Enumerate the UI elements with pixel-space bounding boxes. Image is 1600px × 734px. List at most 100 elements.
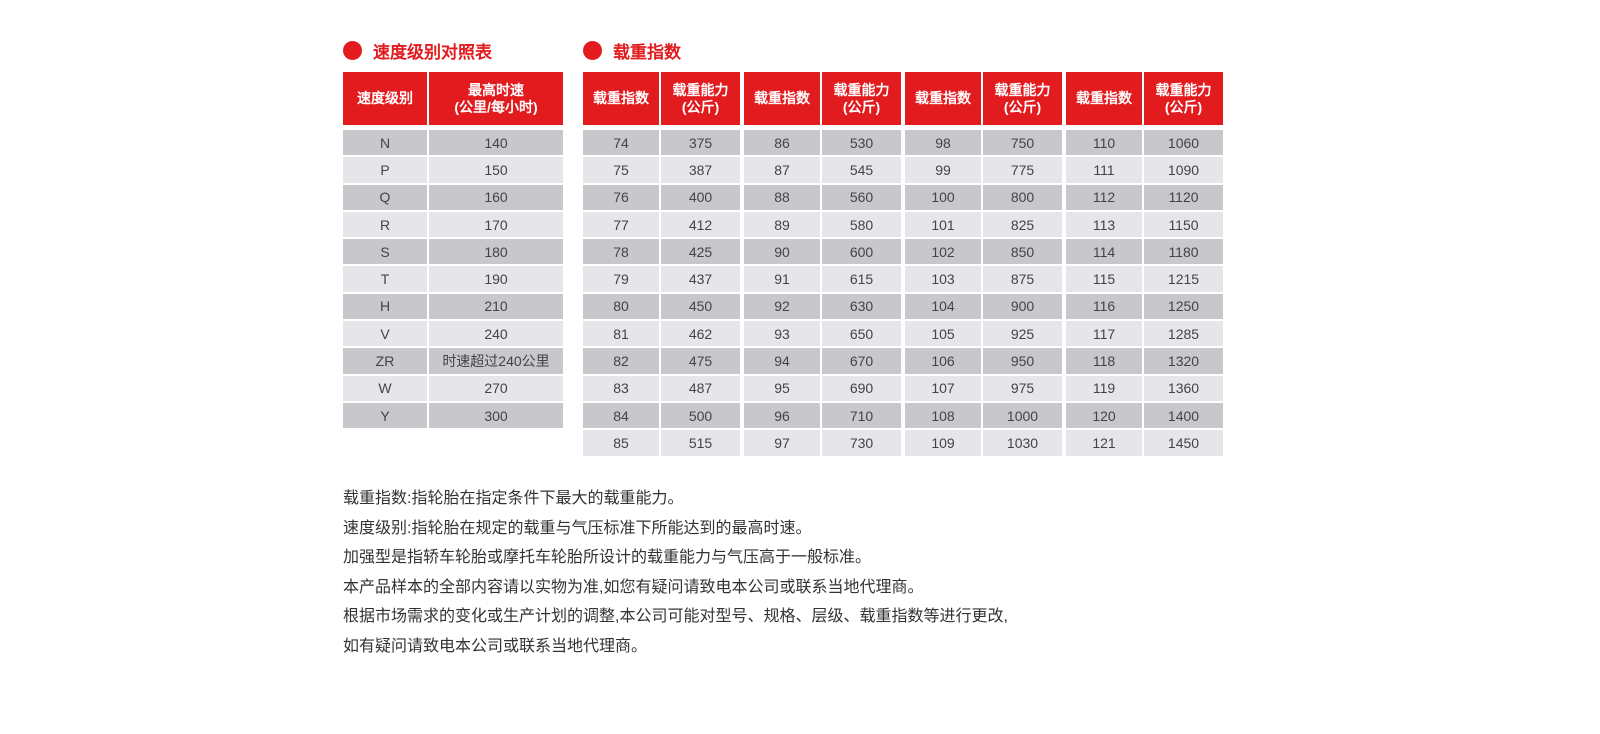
table-row: 93 650	[744, 321, 901, 347]
value-cell: 950	[983, 348, 1062, 374]
value-cell: 1400	[1144, 402, 1223, 429]
key-cell: 119	[1066, 375, 1142, 401]
key-cell: 80	[583, 293, 659, 320]
red-dot-icon	[583, 41, 602, 60]
value-cell: 710	[822, 402, 901, 429]
table-row: 87 545	[744, 157, 901, 183]
notes: 载重指数:指轮胎在指定条件下最大的载重能力。 速度级别:指轮胎在规定的载重与气压…	[343, 484, 1008, 661]
value-cell: 400	[661, 184, 740, 210]
table-row: 107 975	[905, 375, 1062, 401]
table-row: 112 1120	[1066, 184, 1223, 210]
table-row: 106 950	[905, 348, 1062, 374]
table-row: 78 425	[583, 239, 740, 265]
key-cell: T	[343, 266, 427, 292]
key-cell: 86	[744, 130, 820, 156]
load-index-table: 载重指数 载重能力 (公斤) 110 1060 111 1090 112 1120 113 1150…	[1064, 70, 1225, 458]
value-cell: 375	[661, 130, 740, 156]
value-cell: 1360	[1144, 375, 1223, 401]
value-cell: 750	[983, 130, 1062, 156]
value-cell: 515	[661, 430, 740, 456]
value-cell: 412	[661, 211, 740, 238]
key-cell: 105	[905, 321, 981, 347]
value-cell: 1060	[1144, 130, 1223, 156]
header-load-capacity: 载重能力 (公斤)	[983, 72, 1062, 125]
key-cell: 99	[905, 157, 981, 183]
table-row: 101 825	[905, 211, 1062, 238]
key-cell: 118	[1066, 348, 1142, 374]
key-cell: 100	[905, 184, 981, 210]
value-cell: 1250	[1144, 293, 1223, 320]
key-cell: N	[343, 130, 427, 156]
key-cell: Y	[343, 402, 427, 429]
table-row: 96 710	[744, 402, 901, 429]
table-row: 116 1250	[1066, 293, 1223, 320]
note-line: 速度级别:指轮胎在规定的载重与气压标准下所能达到的最高时速。	[343, 519, 812, 537]
key-cell: 77	[583, 211, 659, 238]
table-row: H 210	[343, 293, 563, 320]
note-line: 如有疑问请致电本公司或联系当地代理商。	[343, 637, 648, 655]
speed-rating-table: 速度级别 最高时速 (公里/每小时) N 140 P 150 Q 160 R 170 S 180 T 1…	[341, 70, 565, 430]
value-cell: 462	[661, 321, 740, 347]
header-load-capacity: 载重能力 (公斤)	[661, 72, 740, 125]
value-cell: 1000	[983, 402, 1062, 429]
value-cell: 387	[661, 157, 740, 183]
value-cell: 140	[429, 130, 563, 156]
value-cell: 850	[983, 239, 1062, 265]
table-row: 104 900	[905, 293, 1062, 320]
key-cell: 109	[905, 430, 981, 456]
key-cell: 88	[744, 184, 820, 210]
table-row: 117 1285	[1066, 321, 1223, 347]
table-row: 90 600	[744, 239, 901, 265]
value-cell: 775	[983, 157, 1062, 183]
table-row: 113 1150	[1066, 211, 1223, 238]
key-cell: H	[343, 293, 427, 320]
key-cell: V	[343, 321, 427, 347]
value-cell: 1285	[1144, 321, 1223, 347]
key-cell: 116	[1066, 293, 1142, 320]
value-cell: 180	[429, 239, 563, 265]
value-cell: 190	[429, 266, 563, 292]
value-cell: 时速超过240公里	[429, 348, 563, 374]
key-cell: 83	[583, 375, 659, 401]
value-cell: 240	[429, 321, 563, 347]
table-row: ZR 时速超过240公里	[343, 348, 563, 374]
value-cell: 875	[983, 266, 1062, 292]
key-cell: 101	[905, 211, 981, 238]
key-cell: 115	[1066, 266, 1142, 292]
value-cell: 730	[822, 430, 901, 456]
table-row: 83 487	[583, 375, 740, 401]
value-cell: 670	[822, 348, 901, 374]
header-speed-rating: 速度级别	[343, 72, 427, 125]
key-cell: 76	[583, 184, 659, 210]
value-cell: 530	[822, 130, 901, 156]
table-row: 79 437	[583, 266, 740, 292]
key-cell: 111	[1066, 157, 1142, 183]
key-cell: 112	[1066, 184, 1142, 210]
table-row: 115 1215	[1066, 266, 1223, 292]
key-cell: 87	[744, 157, 820, 183]
table-row: Q 160	[343, 184, 563, 210]
key-cell: 117	[1066, 321, 1142, 347]
key-cell: 104	[905, 293, 981, 320]
key-cell: 85	[583, 430, 659, 456]
note-line: 根据市场需求的变化或生产计划的调整,本公司可能对型号、规格、层级、载重指数等进行…	[343, 608, 1008, 625]
table-row: 120 1400	[1066, 402, 1223, 429]
table-row: 80 450	[583, 293, 740, 320]
key-cell: 110	[1066, 130, 1142, 156]
table-row: 82 475	[583, 348, 740, 374]
table-row: 97 730	[744, 430, 901, 456]
table-row: 74 375	[583, 130, 740, 156]
table-row: 110 1060	[1066, 130, 1223, 156]
key-cell: 108	[905, 402, 981, 429]
table-row: 119 1360	[1066, 375, 1223, 401]
value-cell: 900	[983, 293, 1062, 320]
key-cell: 96	[744, 402, 820, 429]
key-cell: 114	[1066, 239, 1142, 265]
header-load-capacity: 载重能力 (公斤)	[1144, 72, 1223, 125]
key-cell: 92	[744, 293, 820, 320]
key-cell: 94	[744, 348, 820, 374]
value-cell: 600	[822, 239, 901, 265]
value-cell: 1320	[1144, 348, 1223, 374]
table-row: 81 462	[583, 321, 740, 347]
key-cell: 103	[905, 266, 981, 292]
